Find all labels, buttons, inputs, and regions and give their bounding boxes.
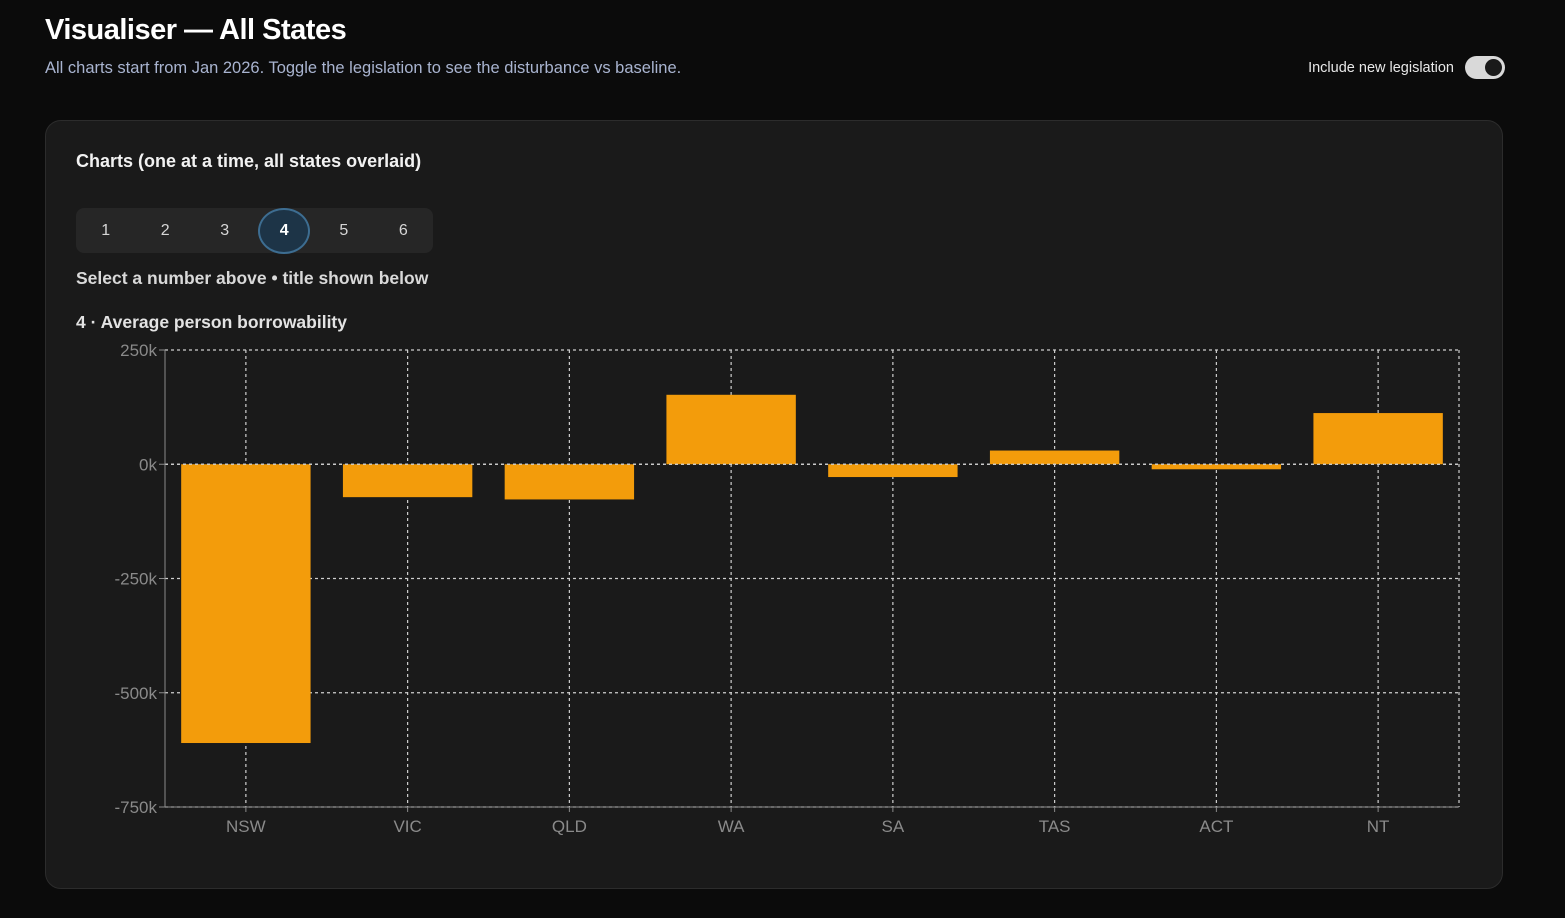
legislation-toggle-group: Include new legislation — [1308, 56, 1505, 79]
tab-2[interactable]: 2 — [160, 221, 170, 239]
tab-4[interactable]: 4 — [258, 207, 311, 254]
tab-3[interactable]: 3 — [220, 221, 230, 239]
chart-title: 4 · Average person borrowability — [76, 312, 347, 332]
tab-5[interactable]: 5 — [339, 221, 349, 239]
tab-1[interactable]: 1 — [101, 221, 111, 239]
legislation-toggle-label: Include new legislation — [1308, 59, 1454, 76]
tab-6[interactable]: 6 — [398, 221, 408, 239]
page-subtitle: All charts start from Jan 2026. Toggle t… — [45, 59, 682, 77]
chart-tabs: 1 2 3 4 5 6 — [76, 207, 433, 254]
toggle-knob — [1485, 59, 1502, 76]
selection-hint: Select a number above • title shown belo… — [76, 268, 429, 288]
legislation-toggle[interactable] — [1465, 56, 1505, 79]
panel-title: Charts (one at a time, all states overla… — [76, 151, 422, 171]
page-title: Visualiser — All States — [45, 14, 347, 46]
chart-panel: Charts (one at a time, all states overla… — [45, 120, 1503, 889]
